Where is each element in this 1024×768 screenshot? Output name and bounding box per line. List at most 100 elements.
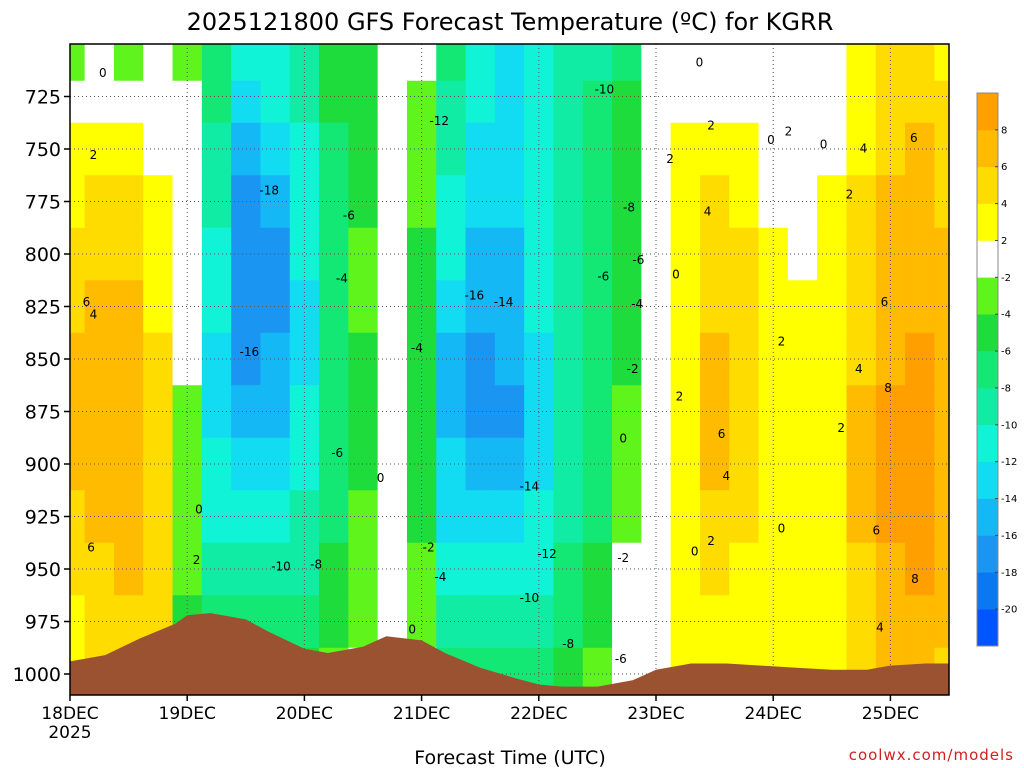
colorbar-tick-label: -6 bbox=[1001, 347, 1011, 358]
colorbar-tick-label: 6 bbox=[1001, 162, 1007, 173]
temperature-cell bbox=[84, 227, 115, 281]
plot-frame bbox=[69, 43, 950, 696]
contour-label: 0 bbox=[696, 55, 704, 69]
temperature-cell bbox=[846, 227, 877, 281]
colorbar-tick-label: -18 bbox=[1001, 568, 1017, 579]
temperature-cell bbox=[348, 542, 379, 596]
colorbar-swatch bbox=[977, 609, 998, 647]
colorbar-tick-label: -12 bbox=[1001, 457, 1017, 468]
credit-link[interactable]: coolwx.com/models bbox=[849, 746, 1014, 764]
contour-label: 2 bbox=[785, 125, 793, 139]
temperature-cell bbox=[70, 490, 86, 544]
temperature-cell bbox=[612, 490, 642, 544]
temperature-cell bbox=[699, 80, 730, 124]
temperature-cell bbox=[934, 332, 949, 386]
contour-label: 2 bbox=[666, 152, 674, 166]
temperature-cell bbox=[494, 437, 525, 491]
x-tick-label: 24DEC bbox=[745, 704, 802, 724]
temperature-cell bbox=[758, 385, 789, 439]
temperature-cell bbox=[494, 332, 525, 386]
temperature-cell bbox=[465, 80, 496, 124]
temperature-cell bbox=[465, 44, 496, 82]
contour-label: 2 bbox=[707, 534, 715, 548]
temperature-cell bbox=[524, 385, 555, 439]
temperature-cell bbox=[319, 44, 349, 82]
temperature-cell bbox=[934, 122, 949, 176]
contour-label: -16 bbox=[239, 345, 259, 359]
contour-label: 4 bbox=[704, 205, 712, 219]
temperature-cell bbox=[260, 227, 291, 281]
colorbar-swatch bbox=[977, 424, 998, 462]
temperature-cell bbox=[582, 332, 613, 386]
temperature-cell bbox=[934, 437, 949, 491]
temperature-cell bbox=[260, 280, 291, 334]
temperature-cell bbox=[172, 122, 203, 176]
temperature-cell bbox=[201, 44, 232, 82]
colorbar-legend: -20 -18 -16 -14 -12 -10 -8 -6 -4 -2 2 4 6 8 bbox=[976, 92, 1017, 647]
contour-label: -10 bbox=[520, 591, 540, 605]
temperature-cell bbox=[84, 595, 115, 649]
contour-label: 4 bbox=[855, 362, 863, 376]
colorbar-tick-label: -14 bbox=[1001, 494, 1017, 505]
temperature-cell bbox=[494, 122, 525, 176]
temperature-cell bbox=[348, 80, 379, 124]
colorbar-tick-label: 8 bbox=[1001, 125, 1007, 136]
temperature-cell bbox=[846, 44, 877, 82]
temperature-cell bbox=[582, 595, 613, 649]
temperature-cell bbox=[84, 490, 115, 544]
contour-label: 2 bbox=[837, 421, 845, 435]
temperature-cell bbox=[612, 80, 642, 124]
colorbar-swatch bbox=[977, 129, 998, 168]
colorbar-swatch bbox=[977, 277, 998, 315]
temperature-cell bbox=[406, 385, 437, 439]
contour-label: 0 bbox=[408, 622, 416, 636]
colorbar-tick-label: -4 bbox=[1001, 310, 1011, 321]
temperature-cell bbox=[348, 44, 379, 82]
temperature-cell bbox=[670, 595, 701, 649]
terrain-surface bbox=[70, 613, 949, 695]
contour-label: -2 bbox=[617, 551, 629, 565]
temperature-cell bbox=[670, 44, 701, 82]
temperature-cell bbox=[494, 490, 525, 544]
temperature-cell bbox=[934, 542, 949, 596]
temperature-cell bbox=[70, 122, 86, 176]
contour-label: 0 bbox=[99, 66, 107, 80]
temperature-cell bbox=[729, 80, 760, 124]
temperature-cell bbox=[70, 385, 86, 439]
y-tick-label: 1000 bbox=[13, 664, 61, 686]
temperature-cell bbox=[670, 385, 701, 439]
temperature-cell bbox=[934, 175, 949, 229]
y-tick-label: 850 bbox=[25, 349, 61, 371]
contour-label: 2 bbox=[676, 389, 684, 403]
temperature-cell bbox=[670, 122, 701, 176]
contour-label: 4 bbox=[722, 469, 730, 483]
temperature-cell bbox=[406, 542, 437, 596]
contour-label: -6 bbox=[632, 253, 644, 267]
temperature-cell bbox=[612, 385, 642, 439]
contour-label: -4 bbox=[434, 570, 446, 584]
temperature-cell bbox=[758, 122, 789, 176]
temperature-cell bbox=[553, 44, 584, 82]
temperature-cell bbox=[582, 80, 613, 124]
colorbar-swatch bbox=[977, 166, 998, 204]
colorbar-frame bbox=[976, 92, 999, 647]
temperature-cell bbox=[582, 280, 613, 334]
colorbar-swatch bbox=[977, 387, 998, 426]
temperature-cell bbox=[70, 80, 86, 124]
contour-label: 4 bbox=[876, 620, 884, 634]
y-tick-label: 875 bbox=[25, 402, 61, 424]
temperature-cell bbox=[260, 385, 291, 439]
temperature-cell bbox=[143, 44, 174, 82]
contour-label: 2 bbox=[778, 335, 786, 349]
temperature-cell bbox=[84, 280, 115, 334]
temperature-cell bbox=[436, 227, 467, 281]
temperature-cell bbox=[406, 122, 437, 176]
temperature-cell bbox=[260, 332, 291, 386]
temperature-cell bbox=[436, 542, 467, 596]
contour-label: 6 bbox=[718, 427, 726, 441]
colorbar-swatch bbox=[977, 203, 998, 241]
contour-label: 6 bbox=[872, 524, 880, 538]
temperature-cell bbox=[231, 44, 262, 82]
temperature-cell bbox=[582, 490, 613, 544]
contour-label: 4 bbox=[90, 307, 98, 321]
